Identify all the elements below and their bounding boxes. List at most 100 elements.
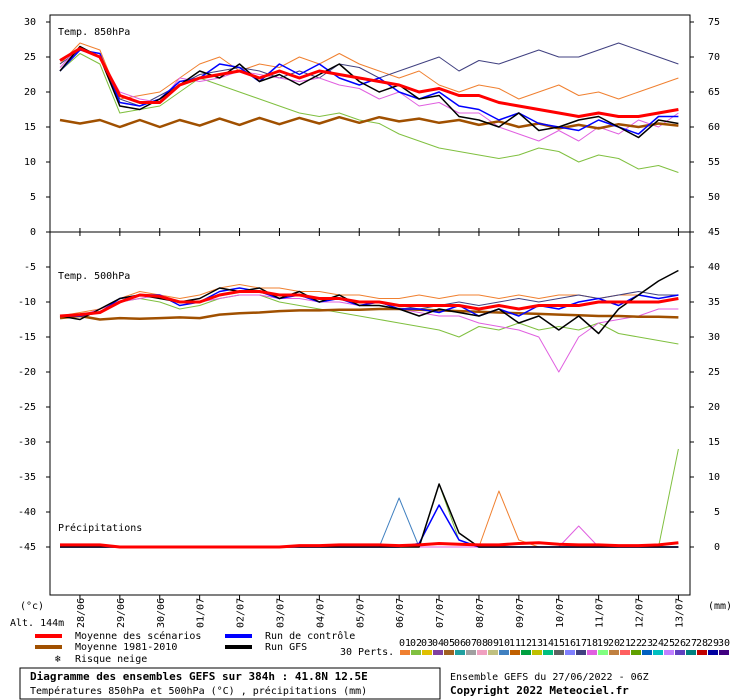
y2-tick-label: 15: [708, 437, 720, 448]
x-tick-label: 02/07: [236, 598, 247, 628]
y2-tick-label: 40: [708, 262, 720, 273]
perturbation-name: 05: [443, 638, 455, 649]
perturbation-swatch: [400, 650, 410, 655]
y2-tick-label: 75: [708, 17, 720, 28]
perturbation-swatch: [697, 650, 707, 655]
y-tick-label: 10: [24, 157, 36, 168]
perturbation-name: 22: [630, 638, 642, 649]
series-line: [60, 294, 679, 345]
y-tick-label: 20: [24, 87, 36, 98]
series-line: [59, 269, 679, 335]
series-line: [59, 115, 679, 130]
perturbation-name: 23: [641, 638, 653, 649]
perturbation-swatch: [422, 650, 432, 655]
x-tick-label: 10/07: [555, 598, 566, 628]
y2-tick-label: 70: [708, 52, 720, 63]
perturbation-name: 08: [476, 638, 488, 649]
y-tick-label: 5: [30, 192, 36, 203]
perturbation-swatch: [499, 650, 509, 655]
panel-label: Temp. 500hPa: [58, 271, 130, 282]
perturbation-name: 29: [707, 638, 719, 649]
x-tick-label: 07/07: [435, 598, 446, 628]
perturbation-name: 26: [674, 638, 686, 649]
perturbation-swatch: [433, 650, 443, 655]
y2-tick-label: 60: [708, 122, 720, 133]
series-line: [59, 307, 679, 321]
perturbation-name: 15: [553, 638, 565, 649]
y-tick-label: -15: [18, 332, 36, 343]
perturbation-name: 02: [410, 638, 422, 649]
perturbation-swatch: [444, 650, 454, 655]
y-tick-label: -40: [18, 507, 36, 518]
perturbation-name: 24: [652, 638, 664, 649]
y2-tick-label: 0: [714, 542, 720, 553]
chart-subtitle: Températures 850hPa et 500hPa (°C) , pré…: [30, 685, 367, 697]
perturbation-name: 19: [597, 638, 609, 649]
perturbation-name: 09: [487, 638, 499, 649]
legend-label: Run GFS: [265, 642, 307, 653]
perturbation-name: 25: [663, 638, 675, 649]
perturbation-name: 07: [465, 638, 477, 649]
legend-label: Moyenne 1981-2010: [75, 642, 177, 653]
y-tick-label: 15: [24, 122, 36, 133]
perturbation-name: 28: [696, 638, 708, 649]
x-tick-label: 09/07: [515, 598, 526, 628]
perturbation-swatch: [466, 650, 476, 655]
series-line: [59, 45, 679, 139]
x-tick-label: 28/06: [76, 598, 87, 628]
perturbation-swatch: [554, 650, 564, 655]
perturbation-name: 21: [619, 638, 631, 649]
perturbation-swatch: [620, 650, 630, 655]
perturbation-swatch: [455, 650, 465, 655]
y-tick-label: 25: [24, 52, 36, 63]
perturbation-swatch: [565, 650, 575, 655]
perturbation-swatch: [609, 650, 619, 655]
y-tick-label: -25: [18, 402, 36, 413]
perturbation-swatch: [488, 650, 498, 655]
perturbation-swatch: [521, 650, 531, 655]
series-line: [59, 42, 679, 100]
x-tick-label: 29/06: [116, 598, 127, 628]
y-tick-label: 0: [30, 227, 36, 238]
perturbation-name: 27: [685, 638, 697, 649]
y2-tick-label: 55: [708, 157, 720, 168]
series-line: [59, 42, 679, 107]
chart-title: Diagramme des ensembles GEFS sur 384h : …: [30, 670, 368, 683]
y-tick-label: -45: [18, 542, 36, 553]
perturbation-swatch: [631, 650, 641, 655]
perturbation-swatch: [411, 650, 421, 655]
x-tick-label: 08/07: [475, 598, 486, 628]
perturbation-name: 11: [509, 638, 521, 649]
perturbation-name: 04: [432, 638, 444, 649]
x-tick-label: 03/07: [275, 598, 286, 628]
perturbation-swatch: [642, 650, 652, 655]
x-tick-label: 11/07: [595, 598, 606, 628]
perturbation-swatch: [675, 650, 685, 655]
perturbation-name: 14: [542, 638, 554, 649]
y2-tick-label: 5: [714, 507, 720, 518]
x-tick-label: 04/07: [315, 598, 326, 628]
y-tick-label: -5: [24, 262, 36, 273]
y2-unit: (mm): [708, 601, 732, 612]
y2-tick-label: 65: [708, 87, 720, 98]
perturbation-swatch: [686, 650, 696, 655]
panel-label: Précipitations: [58, 522, 142, 534]
x-tick-label: 05/07: [355, 598, 366, 628]
perturbation-swatch: [598, 650, 608, 655]
snow-icon: ❄: [55, 654, 62, 665]
x-tick-label: 13/07: [674, 598, 685, 628]
title-box: [19, 667, 441, 700]
perturbation-swatch: [576, 650, 586, 655]
perturbation-swatch: [587, 650, 597, 655]
perturbation-label: 30 Perts.: [340, 647, 394, 658]
perturbation-name: 17: [575, 638, 587, 649]
perturbation-swatch: [664, 650, 674, 655]
y-tick-label: -20: [18, 367, 36, 378]
perturbation-swatch: [543, 650, 553, 655]
perturbation-name: 30: [718, 638, 730, 649]
y2-tick-label: 30: [708, 332, 720, 343]
y2-tick-label: 35: [708, 297, 720, 308]
y-tick-label: -35: [18, 472, 36, 483]
altitude: Alt. 144m: [10, 618, 64, 629]
